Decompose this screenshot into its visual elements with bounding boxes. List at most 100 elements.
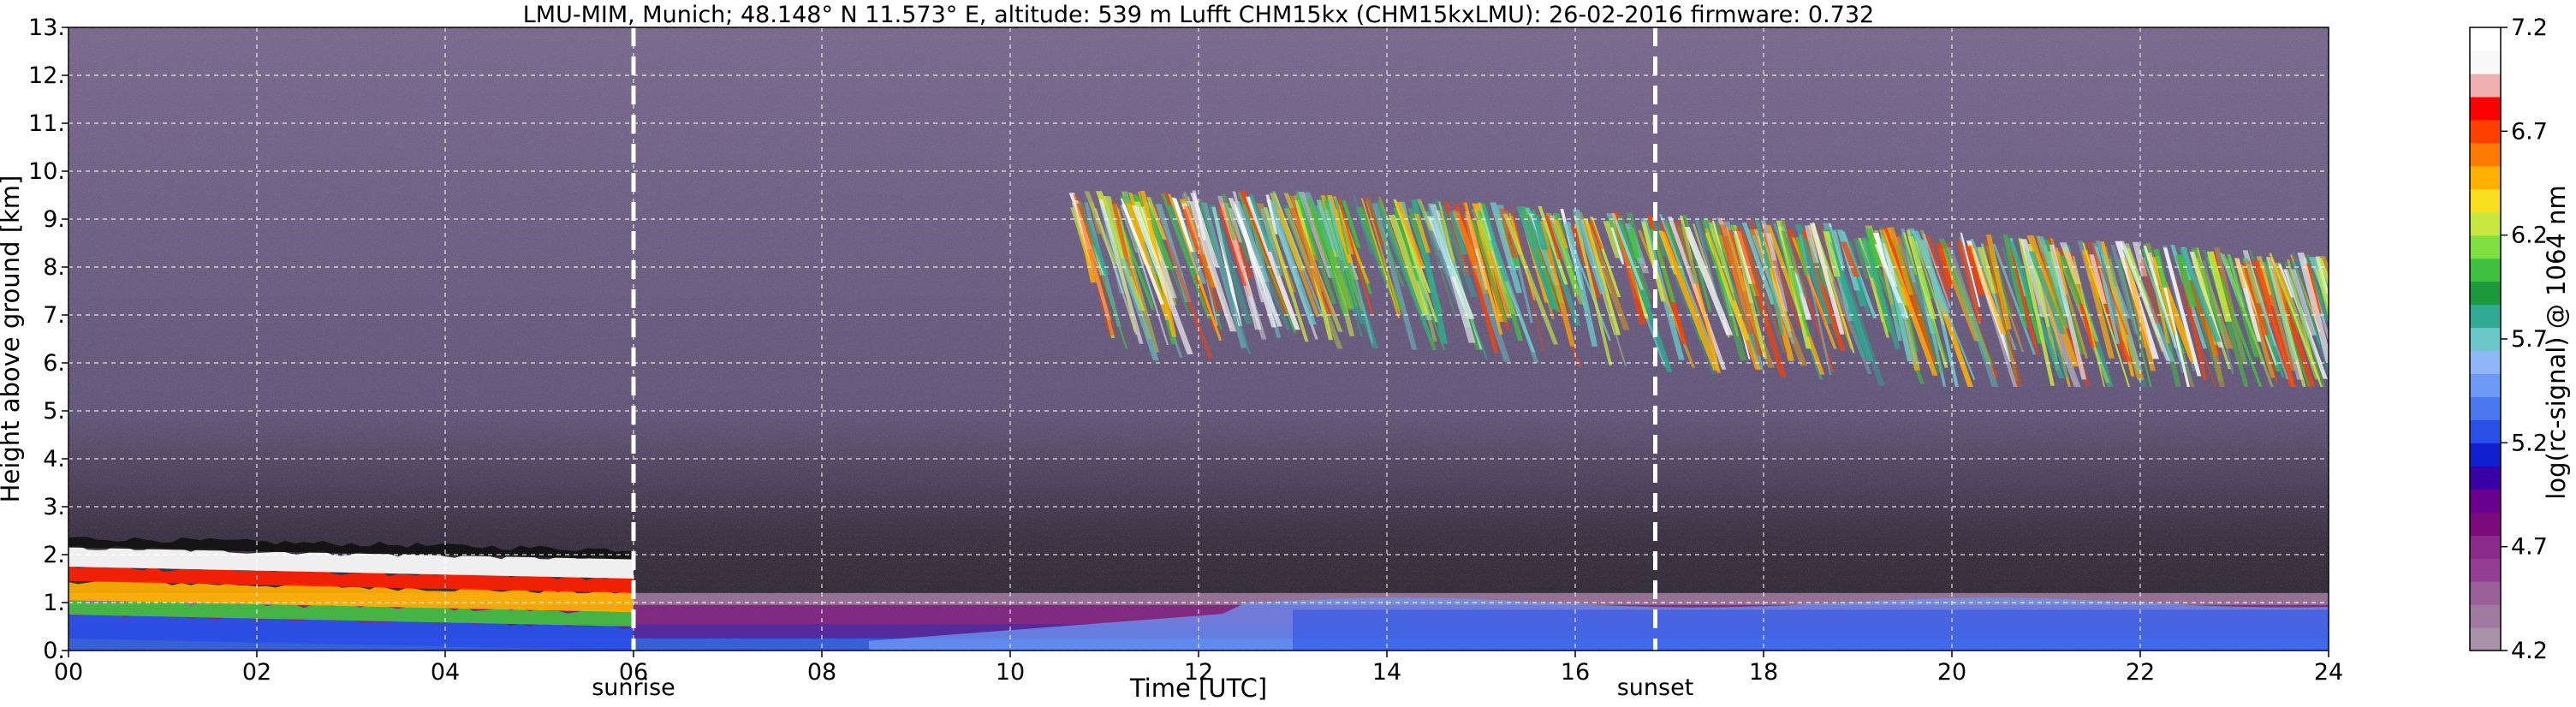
colorbar-segment — [2470, 535, 2501, 559]
cirrus-streak — [1265, 194, 1278, 235]
cirrus-streak — [1132, 205, 1193, 354]
colorbar-tick-label: 6.2 — [2511, 223, 2548, 249]
cirrus-streak — [2156, 256, 2190, 387]
residual-layer-band — [68, 537, 634, 560]
cirrus-streak — [1342, 200, 1361, 248]
cirrus-streak — [2276, 268, 2299, 358]
cirrus-streak — [2287, 259, 2315, 366]
colorbar-tick-label: 4.2 — [2511, 638, 2548, 664]
cirrus-streak — [2297, 253, 2329, 363]
cirrus-streak — [1388, 214, 1430, 315]
cirrus-streak — [1735, 228, 1787, 377]
x-axis: 00 02 04 06 08 10 12 14 16 18 20 22 24 — [54, 651, 2343, 686]
cirrus-streak — [1222, 193, 1236, 241]
cirrus-streak — [1071, 202, 1112, 320]
cirrus-streak — [1217, 207, 1247, 287]
x-tick-label: 06 — [619, 659, 648, 686]
x-tick-label: 04 — [431, 659, 460, 686]
cirrus-streak — [1276, 209, 1321, 317]
cirrus-streak — [1945, 247, 1999, 387]
cirrus-streak — [1538, 205, 1568, 285]
cirrus-streak — [1765, 233, 1788, 312]
cirrus-streak — [1238, 193, 1297, 333]
cirrus-streak — [1337, 197, 1373, 315]
cirrus-streak — [1200, 204, 1252, 354]
cirrus-streak — [2107, 256, 2119, 287]
cirrus-streak — [1427, 203, 1455, 276]
plot-area — [68, 27, 2329, 651]
x-tick-label: 22 — [2126, 659, 2155, 686]
cirrus-streak — [1289, 208, 1333, 314]
cirrus-streak — [1103, 195, 1137, 332]
residual-layer-band — [68, 564, 634, 593]
cirrus-streak — [1694, 219, 1724, 320]
cirrus-streak — [2265, 257, 2303, 380]
cirrus-streak — [2101, 246, 2129, 340]
cirrus-streak — [1324, 209, 1343, 261]
cirrus-streak — [1681, 226, 1721, 373]
cirrus-streak — [1471, 209, 1517, 314]
x-tick-label: 20 — [1937, 659, 1966, 686]
cirrus-streak — [1413, 213, 1431, 253]
cirrus-streak — [1967, 245, 2007, 335]
cirrus-streak — [1879, 229, 1938, 376]
y-tick-label: 5. — [43, 398, 65, 425]
cirrus-streak — [1853, 238, 1870, 279]
cirrus-streak — [1804, 225, 1819, 264]
cirrus-streak — [1183, 205, 1223, 312]
cirrus-streak — [2127, 248, 2150, 306]
colorbar-tick-label: 6.7 — [2511, 118, 2548, 145]
cirrus-streak — [1181, 209, 1210, 280]
colorbar-segment — [2470, 119, 2501, 144]
cirrus-streak — [1499, 208, 1518, 258]
cirrus-streak — [2206, 251, 2233, 322]
cirrus-streak — [2222, 253, 2274, 387]
cirrus-streak — [1828, 227, 1865, 359]
cirrus-streak — [2090, 241, 2129, 336]
cirrus-streak — [1465, 211, 1489, 290]
cirrus-streak — [1221, 208, 1252, 297]
cirrus-streak — [2212, 263, 2263, 388]
colorbar-segment — [2470, 558, 2501, 582]
cirrus-streak — [1448, 211, 1467, 255]
cirrus-streak — [1316, 200, 1338, 251]
colorbar-segment — [2470, 604, 2501, 628]
colorbar-segment — [2470, 304, 2501, 329]
cirrus-streak — [1502, 213, 1559, 345]
cirrus-streak — [1360, 198, 1401, 318]
chart-title: LMU-MIM, Munich; 48.148° N 11.573° E, al… — [523, 2, 1874, 28]
cirrus-streak — [1895, 236, 1942, 351]
cirrus-streak — [1439, 210, 1456, 264]
colorbar-segment — [2470, 258, 2501, 282]
colorbar-tick-label: 7.2 — [2511, 15, 2548, 41]
cirrus-streak — [1936, 243, 1954, 288]
cirrus-streak — [1965, 246, 1985, 295]
cirrus-streak — [1889, 227, 1914, 295]
cirrus-streak — [1809, 223, 1845, 335]
cirrus-streak — [2143, 245, 2178, 348]
y-tick-label: 9. — [43, 206, 65, 233]
cirrus-streak — [1861, 236, 1901, 350]
cirrus-streak — [1573, 215, 1613, 365]
cirrus-streak — [1781, 230, 1811, 337]
colorbar-segment — [2470, 142, 2501, 167]
cirrus-streak — [1983, 240, 2023, 388]
cirrus-streak — [1611, 211, 1647, 325]
cirrus-streak — [2189, 252, 2224, 348]
cirrus-streak — [2316, 269, 2329, 387]
cirrus-streak — [1438, 201, 1455, 261]
annotation-label: sunset — [1617, 674, 1694, 701]
cirrus-streak — [2290, 269, 2317, 336]
colorbar-tick-label: 5.2 — [2511, 430, 2548, 456]
colorbar-segment — [2470, 281, 2501, 306]
cirrus-streak — [1818, 226, 1853, 334]
annotation-lines — [631, 27, 1657, 651]
cirrus-streak — [1076, 203, 1110, 275]
cirrus-streak — [1217, 200, 1254, 278]
cirrus-streak — [1823, 231, 1841, 277]
y-tick-label: 11. — [28, 110, 65, 137]
y-tick-label: 8. — [43, 254, 65, 281]
cirrus-streak — [1260, 209, 1283, 276]
cirrus-streak — [1073, 199, 1092, 250]
cirrus-streak — [1376, 205, 1433, 340]
